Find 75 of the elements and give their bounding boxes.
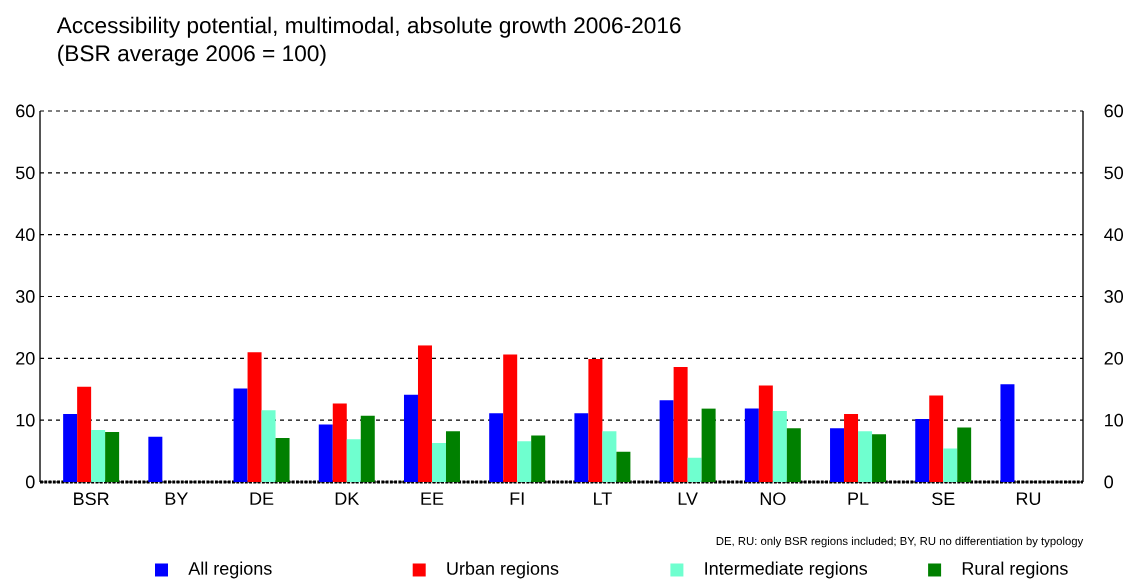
bar xyxy=(332,403,347,482)
bar xyxy=(957,427,972,482)
x-tick-label: NO xyxy=(760,492,786,506)
bar xyxy=(346,439,361,482)
bar xyxy=(844,413,859,482)
bar xyxy=(275,438,290,482)
y-tick-label: 30 xyxy=(15,290,35,303)
legend-label: Urban regions xyxy=(447,561,559,579)
y2-tick-label: 40 xyxy=(1104,228,1124,242)
bar xyxy=(148,436,163,482)
legend-label: Intermediate regions xyxy=(705,561,868,579)
bar xyxy=(105,431,120,482)
chart-title: Accessibility potential, multimodal, absolute growth 2006-2016 xyxy=(56,16,681,38)
x-tick-label: LV xyxy=(678,492,698,505)
bar xyxy=(233,388,248,482)
y2-tick-label: 30 xyxy=(1104,290,1124,303)
x-tick-label: SE xyxy=(932,492,955,506)
bar xyxy=(701,408,716,482)
bar xyxy=(872,434,887,482)
y2-tick-label: 0 xyxy=(1104,475,1114,489)
bar xyxy=(588,358,603,482)
bar xyxy=(772,410,787,482)
text: DE, RU: only BSR regions included; BY, RU no differentiation by typology xyxy=(716,536,1084,548)
bar xyxy=(91,430,106,482)
bar xyxy=(517,441,532,482)
bar xyxy=(673,366,688,482)
bar xyxy=(858,431,873,482)
bar xyxy=(403,394,418,482)
y-tick-label: 20 xyxy=(16,351,35,365)
x-tick-label: PL xyxy=(848,492,869,505)
x-tick-label: EE xyxy=(421,492,444,505)
y-tick-label: 50 xyxy=(15,166,35,180)
bar xyxy=(830,428,845,482)
y-tick-label: 40 xyxy=(15,228,35,242)
y2-tick-label: 20 xyxy=(1104,351,1124,365)
bar xyxy=(786,428,801,482)
bar xyxy=(659,400,674,482)
bar xyxy=(247,352,262,482)
bar xyxy=(431,443,446,482)
bar xyxy=(503,354,518,482)
bar xyxy=(687,457,702,482)
bar xyxy=(943,448,958,482)
bar xyxy=(616,451,631,482)
bar xyxy=(531,435,546,482)
x-tick-label: FI xyxy=(510,492,524,505)
chart-subtitle: (BSR average 2006 = 100) xyxy=(58,44,326,66)
bar xyxy=(360,415,375,482)
bar xyxy=(915,418,930,482)
y-tick-label: 60 xyxy=(16,104,35,118)
legend-label: All regions xyxy=(188,561,272,579)
x-tick-label: BY xyxy=(165,492,188,505)
bar xyxy=(744,408,759,482)
bar xyxy=(489,413,504,482)
y-tick-label: 0 xyxy=(26,475,35,489)
y-tick-label: 10 xyxy=(16,413,35,427)
y2-tick-label: 10 xyxy=(1105,413,1124,427)
bar xyxy=(602,431,617,482)
y2-tick-label: 60 xyxy=(1104,104,1124,118)
bar xyxy=(758,385,773,482)
bar xyxy=(1000,384,1015,482)
x-tick-label: BSR xyxy=(74,492,109,506)
x-tick-label: RU xyxy=(1016,492,1041,505)
bar xyxy=(445,431,460,482)
x-tick-label: DE xyxy=(250,492,274,505)
y2-tick-label: 50 xyxy=(1104,166,1124,180)
x-tick-label: DK xyxy=(335,492,360,505)
bar xyxy=(318,424,333,482)
bar xyxy=(574,413,589,482)
bar xyxy=(63,413,78,482)
bar xyxy=(77,386,92,482)
bar xyxy=(929,395,944,482)
bar xyxy=(261,410,276,482)
x-tick-label: LT xyxy=(594,492,612,505)
bar xyxy=(417,345,432,482)
legend-label: Rural regions xyxy=(962,561,1068,579)
